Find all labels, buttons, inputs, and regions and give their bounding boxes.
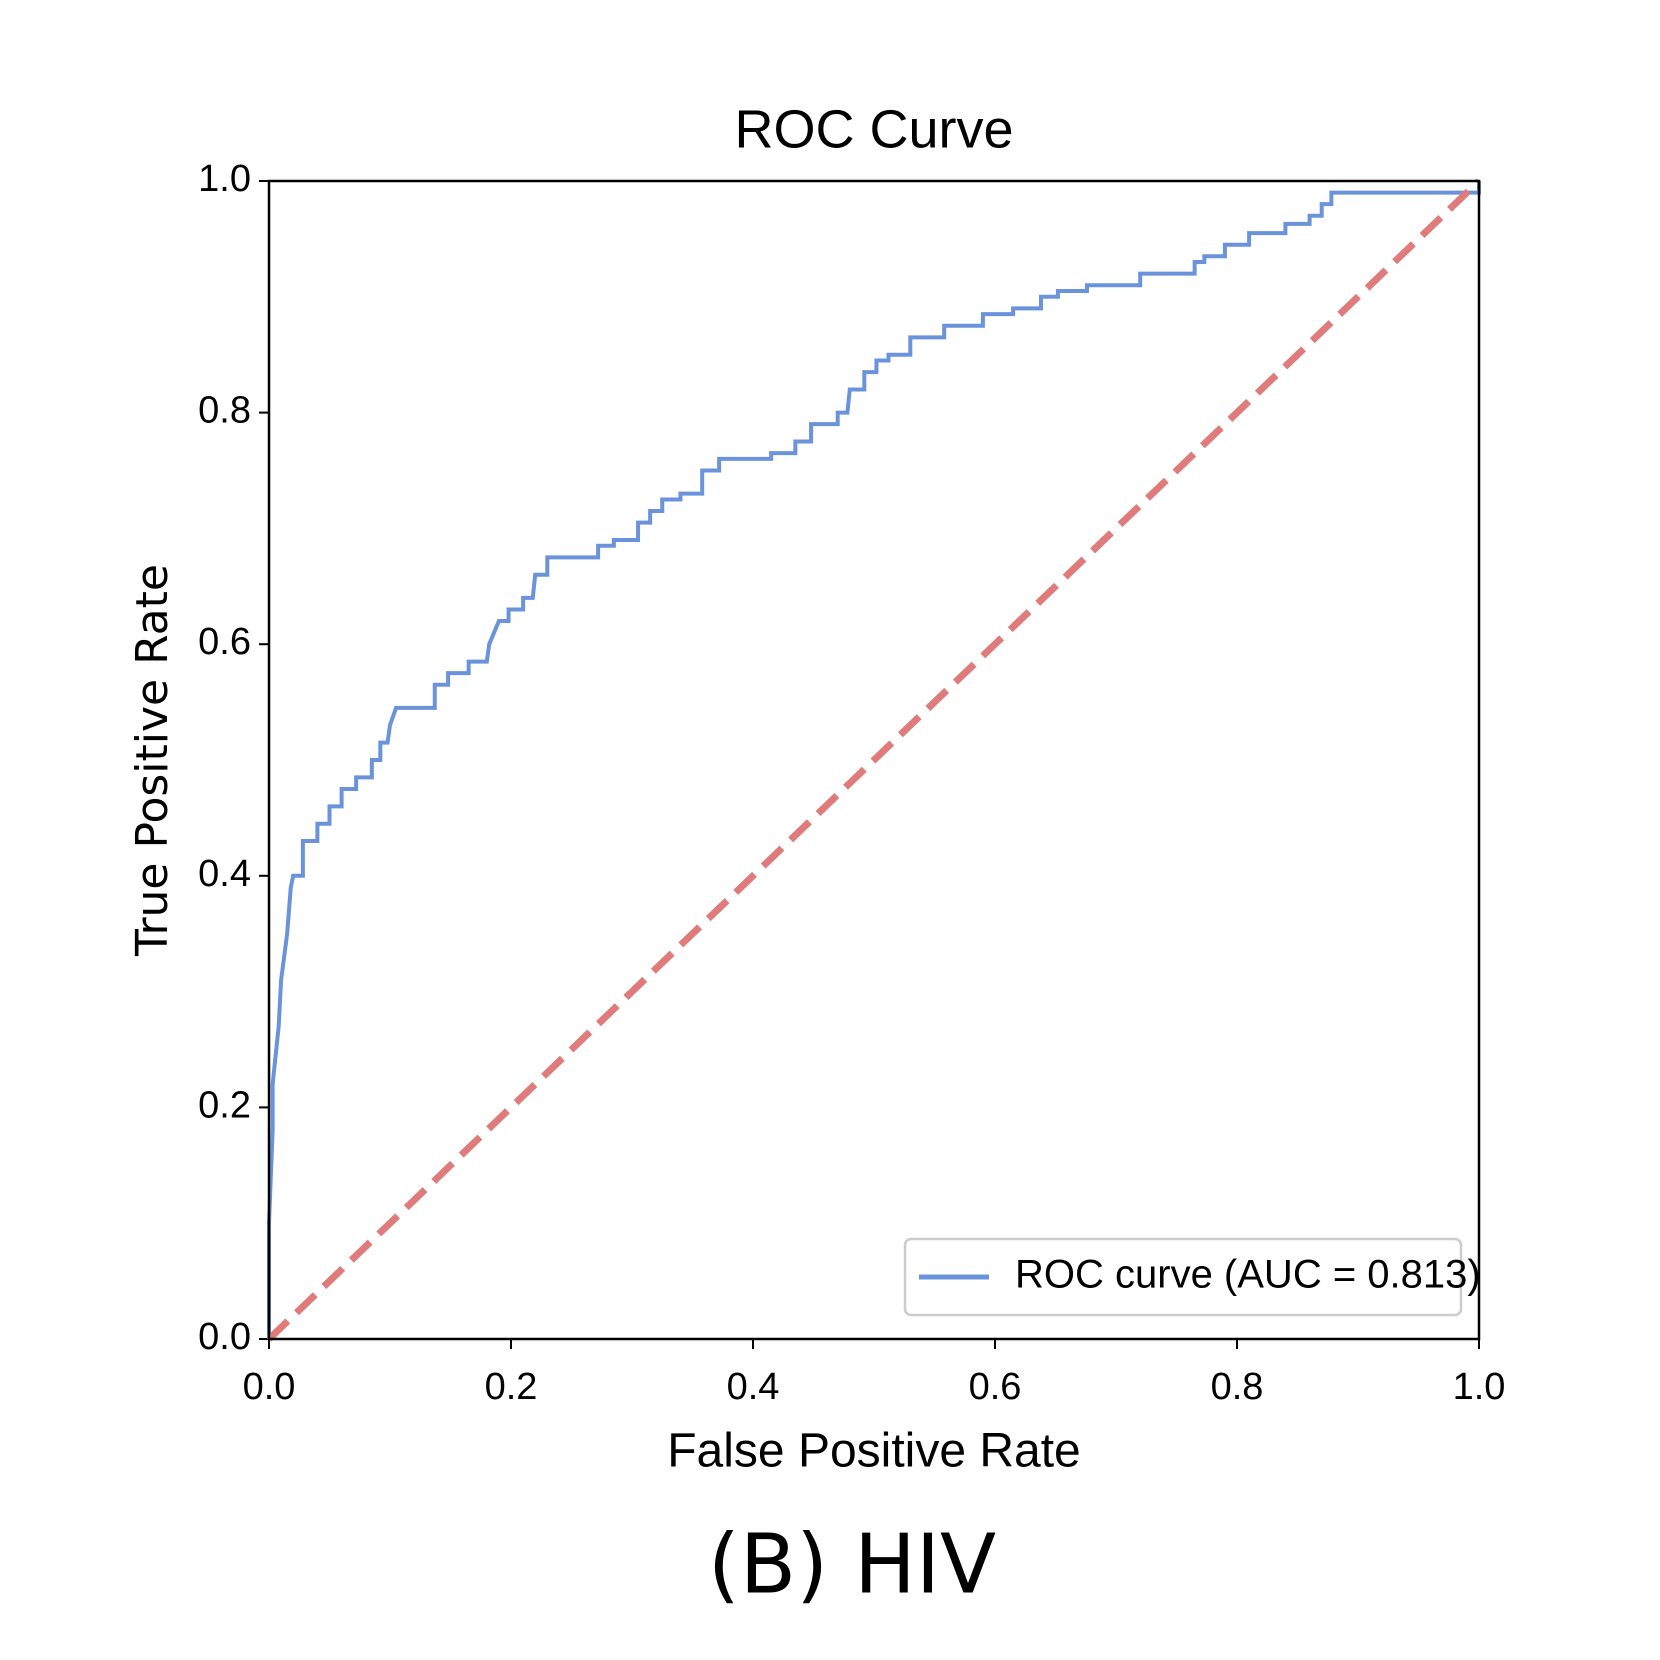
y-tick-label: 0.2 — [198, 1084, 251, 1126]
x-tick-label: 0.2 — [485, 1366, 538, 1408]
y-tick-label: 0.6 — [198, 621, 251, 663]
caption: (B) HIV — [708, 1517, 996, 1612]
x-tick-label: 0.8 — [1211, 1366, 1264, 1408]
x-tick-label: 0.6 — [969, 1366, 1022, 1408]
x-tick-label: 0.0 — [243, 1366, 296, 1408]
series-line — [267, 181, 1481, 1339]
y-tick-label: 0.4 — [198, 853, 251, 895]
x-tick-label: 1.0 — [1453, 1366, 1506, 1408]
series-line — [266, 178, 1482, 1342]
x-tick-label: 0.4 — [727, 1366, 780, 1408]
y-axis-label: True Positive Rate — [127, 564, 178, 957]
y-tick-label: 1.0 — [198, 158, 251, 200]
y-tick-label: 0.0 — [198, 1316, 251, 1358]
legend-label: ROC curve (AUC = 0.813) — [1015, 1253, 1481, 1297]
plot-frame — [267, 179, 1481, 1341]
chart-title: ROC Curve — [734, 99, 1013, 159]
legend-box — [903, 1237, 1463, 1317]
y-tick-label: 0.8 — [198, 390, 251, 432]
x-axis-label: False Positive Rate — [667, 1425, 1081, 1478]
